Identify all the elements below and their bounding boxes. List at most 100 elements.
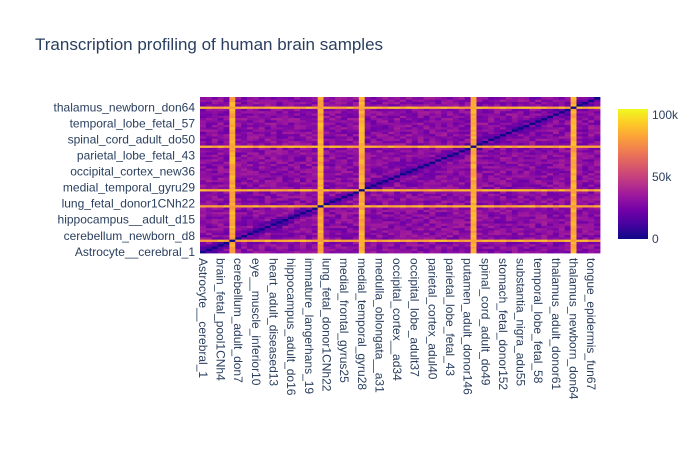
heatmap-cell[interactable] <box>341 147 348 151</box>
heatmap-cell[interactable] <box>394 216 401 219</box>
heatmap-cell[interactable] <box>494 223 501 226</box>
heatmap-cell[interactable] <box>323 232 330 236</box>
heatmap-cell[interactable] <box>494 225 501 229</box>
heatmap-cell[interactable] <box>317 209 324 213</box>
heatmap-cell[interactable] <box>405 142 413 146</box>
heatmap-cell[interactable] <box>394 181 401 185</box>
heatmap-cell[interactable] <box>205 227 213 231</box>
heatmap-cell[interactable] <box>341 230 348 233</box>
heatmap-cell[interactable] <box>229 216 236 219</box>
heatmap-cell[interactable] <box>488 106 495 109</box>
heatmap-cell[interactable] <box>258 142 266 146</box>
heatmap-cell[interactable] <box>400 106 407 109</box>
heatmap-cell[interactable] <box>282 179 289 183</box>
heatmap-cell[interactable] <box>411 197 419 201</box>
heatmap-cell[interactable] <box>305 172 313 176</box>
heatmap-cell[interactable] <box>523 154 530 158</box>
heatmap-cell[interactable] <box>211 186 219 190</box>
heatmap-cell[interactable] <box>311 248 319 252</box>
heatmap-cell[interactable] <box>317 188 324 192</box>
heatmap-cell[interactable] <box>529 119 536 123</box>
heatmap-cell[interactable] <box>417 209 424 213</box>
heatmap-cell[interactable] <box>429 99 436 102</box>
heatmap-cell[interactable] <box>305 138 313 141</box>
heatmap-cell[interactable] <box>564 248 571 252</box>
heatmap-cell[interactable] <box>329 124 336 128</box>
heatmap-cell[interactable] <box>317 248 324 252</box>
heatmap-cell[interactable] <box>423 248 430 252</box>
heatmap-cell[interactable] <box>576 172 583 176</box>
heatmap-cell[interactable] <box>235 108 242 112</box>
heatmap-cell[interactable] <box>341 250 348 254</box>
heatmap-cell[interactable] <box>488 101 495 105</box>
heatmap-cell[interactable] <box>217 170 224 174</box>
heatmap-cell[interactable] <box>294 145 301 148</box>
heatmap-cell[interactable] <box>352 223 360 226</box>
heatmap-cell[interactable] <box>347 241 354 245</box>
heatmap-cell[interactable] <box>252 106 260 109</box>
heatmap-cell[interactable] <box>552 181 560 185</box>
heatmap-cell[interactable] <box>482 225 489 229</box>
heatmap-cell[interactable] <box>223 165 230 169</box>
heatmap-cell[interactable] <box>570 250 577 254</box>
heatmap-cell[interactable] <box>329 147 336 151</box>
heatmap-cell[interactable] <box>270 147 277 151</box>
heatmap-cell[interactable] <box>358 163 366 167</box>
heatmap-cell[interactable] <box>229 158 236 162</box>
heatmap-cell[interactable] <box>382 191 389 194</box>
heatmap-cell[interactable] <box>235 202 242 206</box>
heatmap-cell[interactable] <box>411 97 419 100</box>
heatmap-cell[interactable] <box>317 172 324 176</box>
heatmap-cell[interactable] <box>317 154 324 158</box>
heatmap-cell[interactable] <box>435 158 442 162</box>
heatmap-cell[interactable] <box>235 119 242 123</box>
heatmap-cell[interactable] <box>405 149 413 153</box>
heatmap-cell[interactable] <box>505 236 513 240</box>
heatmap-cell[interactable] <box>441 216 448 219</box>
heatmap-cell[interactable] <box>241 204 248 208</box>
heatmap-cell[interactable] <box>376 188 383 192</box>
heatmap-cell[interactable] <box>482 202 489 206</box>
heatmap-cell[interactable] <box>417 193 424 197</box>
heatmap-cell[interactable] <box>394 145 401 148</box>
heatmap-cell[interactable] <box>464 214 471 217</box>
heatmap-cell[interactable] <box>488 200 495 203</box>
heatmap-cell[interactable] <box>388 140 395 144</box>
heatmap-cell[interactable] <box>517 211 524 215</box>
heatmap-cell[interactable] <box>311 232 319 236</box>
heatmap-cell[interactable] <box>405 227 413 231</box>
heatmap-cell[interactable] <box>470 172 477 176</box>
heatmap-cell[interactable] <box>405 248 413 252</box>
heatmap-cell[interactable] <box>405 147 413 151</box>
heatmap-cell[interactable] <box>370 158 377 162</box>
heatmap-cell[interactable] <box>258 110 266 114</box>
heatmap-cell[interactable] <box>305 195 313 199</box>
heatmap-cell[interactable] <box>370 165 377 169</box>
heatmap-cell[interactable] <box>423 227 430 231</box>
heatmap-cell[interactable] <box>388 170 395 174</box>
heatmap-cell[interactable] <box>364 243 371 247</box>
heatmap-cell[interactable] <box>570 248 577 252</box>
heatmap-cell[interactable] <box>305 163 313 167</box>
heatmap-cell[interactable] <box>329 218 336 222</box>
heatmap-cell[interactable] <box>423 181 430 185</box>
heatmap-cell[interactable] <box>241 156 248 160</box>
heatmap-cell[interactable] <box>505 115 513 119</box>
heatmap-cell[interactable] <box>488 108 495 112</box>
heatmap-cell[interactable] <box>482 124 489 128</box>
heatmap-cell[interactable] <box>235 136 242 139</box>
heatmap-cell[interactable] <box>370 186 377 190</box>
heatmap-cell[interactable] <box>270 170 277 174</box>
heatmap-cell[interactable] <box>400 101 407 105</box>
heatmap-cell[interactable] <box>235 110 242 114</box>
heatmap-cell[interactable] <box>217 172 224 176</box>
heatmap-cell[interactable] <box>500 136 507 139</box>
heatmap-cell[interactable] <box>252 124 260 128</box>
heatmap-cell[interactable] <box>411 168 419 171</box>
heatmap-cell[interactable] <box>347 113 354 116</box>
heatmap-cell[interactable] <box>247 197 254 201</box>
heatmap-cell[interactable] <box>205 161 213 164</box>
heatmap-cell[interactable] <box>588 195 595 199</box>
heatmap-cell[interactable] <box>482 154 489 158</box>
heatmap-cell[interactable] <box>429 248 436 252</box>
